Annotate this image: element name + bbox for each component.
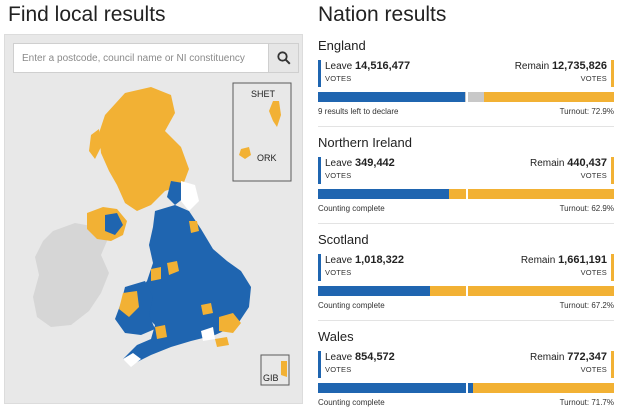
leave-bar-segment [318,383,473,393]
leave-votes: 349,442 [355,157,395,169]
bristol-remain-area[interactable] [155,325,167,339]
remain-label: Remain [514,61,550,72]
leave-label: Leave [325,61,353,72]
undeclared-white-area[interactable] [201,327,215,341]
leave-total: Leave 1,018,322 VOTES [318,254,404,281]
votes-label: VOTES [580,74,607,83]
shetland-label: SHET [251,89,276,99]
search-input[interactable] [13,43,269,73]
leave-label: Leave [325,158,353,169]
nation-card-wales[interactable]: Wales Leave 854,572 VOTES Remain 772,347… [318,329,614,409]
magnifier-icon [276,51,291,65]
nation-card-northern-ireland[interactable]: Northern Ireland Leave 349,442 VOTES Rem… [318,135,614,227]
leave-label: Leave [325,255,353,266]
newcastle-remain-area[interactable] [189,221,199,233]
halfway-marker [466,92,468,102]
nation-results-title: Nation results [318,3,447,26]
leave-votes: 854,572 [355,351,395,363]
turnout: Turnout: 67.2% [559,301,614,310]
result-bar [318,286,614,296]
nation-name: Northern Ireland [318,135,412,150]
halfway-marker [466,383,468,393]
nation-name: Wales [318,329,354,344]
nation-name: Scotland [318,232,369,247]
votes-label: VOTES [580,268,607,277]
turnout: Turnout: 62.9% [559,204,614,213]
uk-map-svg[interactable]: SHET ORK GIB [5,35,302,403]
remain-label: Remain [529,158,565,169]
leave-total: Leave 14,516,477 VOTES [318,60,410,87]
local-results-title: Find local results [8,3,166,26]
leave-total: Leave 349,442 VOTES [318,157,395,184]
orkney-islands[interactable] [239,147,251,159]
leave-bar-segment [318,92,465,102]
votes-label: VOTES [325,268,352,277]
search-button[interactable] [269,43,299,73]
count-status: Counting complete [318,301,385,310]
votes-label: VOTES [325,74,352,83]
manchester-remain-area[interactable] [167,261,179,275]
leave-votes: 14,516,477 [355,60,411,72]
gibraltar-label: GIB [263,373,279,383]
ireland-landmass [33,223,109,327]
count-status: Counting complete [318,398,385,407]
turnout: Turnout: 71.7% [559,398,614,407]
leave-bar-segment [318,286,430,296]
count-status: 9 results left to declare [318,107,399,116]
scotland-white-area[interactable] [181,181,199,211]
divider [318,126,614,127]
divider [318,320,614,321]
votes-label: VOTES [580,365,607,374]
scotland-region[interactable] [99,87,189,211]
orkney-label: ORK [257,153,277,163]
nation-card-england[interactable]: England Leave 14,516,477 VOTES Remain 12… [318,38,614,130]
wales-remain-area[interactable] [119,291,139,317]
remain-label: Remain [529,352,565,363]
turnout: Turnout: 72.9% [559,107,614,116]
map-panel: SHET ORK GIB [4,34,303,404]
remain-total: Remain 12,735,826 VOTES [515,60,614,87]
leave-total: Leave 854,572 VOTES [318,351,395,378]
gibraltar-inset [260,354,290,386]
remain-total: Remain 1,661,191 VOTES [521,254,614,281]
votes-label: VOTES [325,171,352,180]
shetland-islands[interactable] [269,101,281,127]
nation-name: England [318,38,366,53]
scotland-border-leave[interactable] [167,181,185,205]
votes-label: VOTES [580,171,607,180]
liverpool-remain-area[interactable] [151,267,161,281]
search-row [13,43,299,73]
remain-total: Remain 440,437 VOTES [530,157,614,184]
nation-card-scotland[interactable]: Scotland Leave 1,018,322 VOTES Remain 1,… [318,232,614,324]
northern-ireland-leave-area[interactable] [105,213,123,235]
leave-votes: 1,018,322 [355,254,404,266]
remain-votes: 1,661,191 [558,254,607,266]
brighton-remain-area[interactable] [215,337,229,347]
result-bar [318,189,614,199]
halfway-marker [466,286,468,296]
undeclared-bar-segment [465,92,484,102]
count-status: Counting complete [318,204,385,213]
leave-bar-segment [318,189,449,199]
oxford-remain-area[interactable] [201,303,213,315]
cornwall-undeclared-area[interactable] [123,353,141,367]
result-bar [318,383,614,393]
gibraltar-area[interactable] [281,361,287,377]
remain-votes: 440,437 [567,157,607,169]
scotland-west-isles[interactable] [89,129,101,159]
remain-votes: 12,735,826 [551,60,607,72]
remain-votes: 772,347 [567,351,607,363]
shetland-orkney-inset [232,82,292,182]
votes-label: VOTES [325,365,352,374]
divider [318,223,614,224]
london-remain-area[interactable] [219,313,241,333]
result-bar [318,92,614,102]
remain-total: Remain 772,347 VOTES [530,351,614,378]
uk-map[interactable]: SHET ORK GIB [5,35,302,403]
leave-label: Leave [325,352,353,363]
halfway-marker [466,189,468,199]
remain-label: Remain [520,255,556,266]
